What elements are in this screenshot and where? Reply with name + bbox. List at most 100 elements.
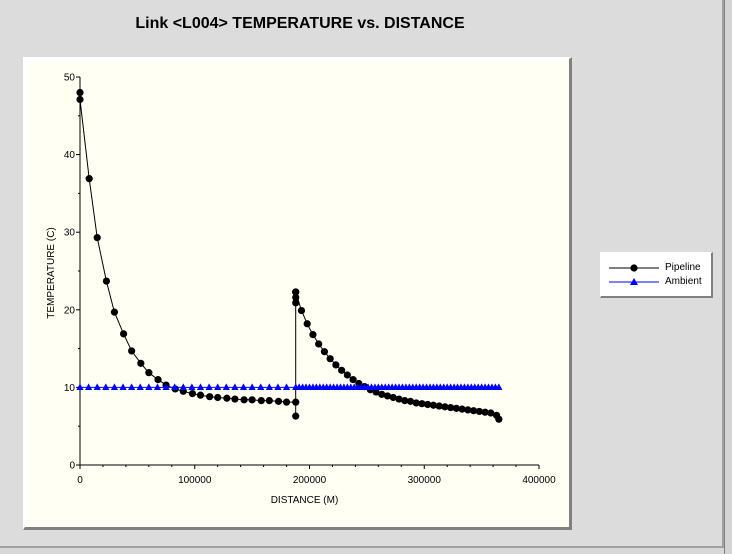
data-point-ambient bbox=[76, 383, 84, 390]
data-point-pipeline bbox=[297, 306, 306, 315]
data-point-pipeline bbox=[240, 396, 248, 404]
y-axis-label: TEMPERATURE (C) bbox=[46, 227, 57, 318]
x-tick-label: 300000 bbox=[408, 475, 442, 486]
data-point-pipeline bbox=[196, 391, 205, 399]
legend-pipeline-symbol bbox=[609, 264, 659, 272]
legend: Pipeline Ambient bbox=[600, 252, 713, 298]
data-point-ambient bbox=[128, 383, 136, 390]
data-point-ambient bbox=[93, 383, 101, 390]
data-point-pipeline bbox=[102, 277, 110, 285]
data-point-pipeline bbox=[223, 394, 231, 402]
data-point-pipeline bbox=[128, 347, 136, 355]
legend-ambient-symbol bbox=[609, 278, 659, 285]
data-point-pipeline bbox=[412, 399, 420, 407]
data-point-pipeline bbox=[214, 393, 222, 402]
data-point-pipeline bbox=[406, 397, 415, 405]
data-point-pipeline bbox=[487, 409, 495, 417]
data-point-pipeline bbox=[372, 388, 380, 396]
series-line-pipeline bbox=[79, 92, 500, 420]
data-point-pipeline bbox=[343, 371, 351, 379]
x-tick-label: 0 bbox=[77, 475, 83, 486]
data-point-ambient bbox=[274, 383, 282, 390]
data-point-ambient bbox=[162, 383, 170, 390]
data-point-pipeline bbox=[418, 400, 426, 408]
legend-item-ambient: Ambient bbox=[601, 275, 711, 289]
data-point-pipeline bbox=[145, 369, 153, 377]
chart-title: Link <L004> TEMPERATURE vs. DISTANCE bbox=[135, 15, 465, 32]
x-axis-label: DISTANCE (M) bbox=[271, 495, 339, 506]
series bbox=[76, 88, 503, 423]
data-point-ambient bbox=[110, 383, 119, 390]
data-point-pipeline bbox=[188, 390, 197, 398]
data-point-pipeline bbox=[389, 393, 397, 402]
data-point-pipeline bbox=[332, 361, 340, 369]
data-point-pipeline bbox=[292, 412, 300, 420]
window-edge bbox=[724, 0, 732, 554]
data-point-pipeline bbox=[110, 308, 119, 316]
legend-pipeline-label: Pipeline bbox=[665, 262, 701, 273]
data-point-pipeline bbox=[424, 400, 432, 409]
data-point-pipeline bbox=[378, 390, 386, 398]
data-point-pipeline bbox=[154, 376, 162, 384]
data-point-pipeline bbox=[292, 293, 300, 301]
data-point-pipeline bbox=[206, 393, 214, 401]
data-point-pipeline bbox=[401, 396, 409, 405]
data-point-ambient bbox=[188, 383, 196, 390]
y-tick-label: 0 bbox=[69, 461, 75, 472]
data-point-pipeline bbox=[481, 408, 489, 416]
data-point-pipeline bbox=[447, 403, 455, 412]
data-point-ambient bbox=[136, 383, 144, 390]
x-tick-label: 400000 bbox=[522, 475, 556, 486]
data-point-ambient bbox=[102, 383, 110, 390]
data-point-pipeline bbox=[292, 299, 300, 307]
x-tick-label: 200000 bbox=[293, 475, 327, 486]
data-point-pipeline bbox=[76, 95, 84, 104]
data-point-pipeline bbox=[349, 376, 357, 384]
data-point-ambient bbox=[257, 383, 265, 390]
data-point-ambient bbox=[231, 383, 239, 390]
y-tick-label: 40 bbox=[64, 150, 76, 161]
data-point-pipeline bbox=[435, 402, 443, 410]
data-point-pipeline bbox=[120, 330, 128, 338]
data-point-ambient bbox=[153, 383, 162, 390]
data-point-pipeline bbox=[292, 288, 300, 296]
data-point-ambient bbox=[196, 383, 205, 390]
data-point-pipeline bbox=[231, 395, 239, 403]
data-point-pipeline bbox=[441, 403, 449, 411]
data-point-pipeline bbox=[469, 407, 478, 415]
data-point-pipeline bbox=[315, 340, 323, 348]
legend-ambient-label: Ambient bbox=[665, 276, 702, 287]
data-point-pipeline bbox=[85, 175, 93, 183]
data-point-pipeline bbox=[274, 397, 283, 405]
data-point-ambient bbox=[171, 383, 179, 390]
data-point-pipeline bbox=[257, 396, 265, 405]
data-point-pipeline bbox=[76, 88, 84, 97]
data-point-ambient bbox=[248, 383, 256, 390]
data-point-pipeline bbox=[309, 331, 317, 339]
y-tick-label: 10 bbox=[64, 383, 76, 394]
data-point-pipeline bbox=[383, 392, 392, 400]
data-point-pipeline bbox=[265, 396, 273, 405]
data-point-ambient bbox=[145, 383, 153, 390]
y-tick-label: 50 bbox=[64, 73, 76, 84]
data-point-pipeline bbox=[495, 415, 503, 423]
data-point-ambient bbox=[85, 383, 93, 390]
data-point-pipeline bbox=[137, 359, 145, 367]
data-point-ambient bbox=[179, 383, 187, 390]
data-point-pipeline bbox=[429, 401, 438, 409]
data-point-ambient bbox=[119, 383, 127, 390]
data-point-pipeline bbox=[320, 348, 329, 356]
data-point-pipeline bbox=[93, 234, 101, 242]
x-tick-label: 100000 bbox=[178, 475, 212, 486]
data-point-ambient bbox=[495, 383, 503, 390]
data-point-ambient bbox=[222, 383, 230, 390]
axes: 0 100000 200000 300000 400000 0 10 20 30 40 50 bbox=[64, 73, 556, 487]
data-point-pipeline bbox=[303, 320, 311, 328]
data-point-ambient bbox=[265, 383, 273, 390]
data-point-pipeline bbox=[452, 404, 460, 412]
data-point-pipeline bbox=[475, 407, 483, 416]
data-point-pipeline bbox=[464, 406, 472, 414]
data-point-pipeline bbox=[395, 395, 403, 403]
data-point-pipeline bbox=[248, 396, 256, 404]
y-tick-label: 30 bbox=[64, 228, 76, 239]
